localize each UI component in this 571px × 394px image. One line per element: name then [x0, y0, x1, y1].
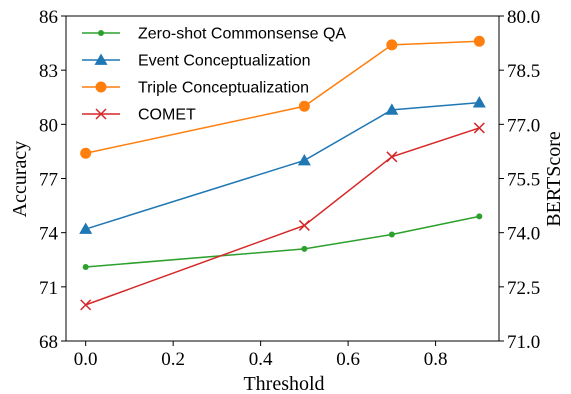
data-point — [298, 219, 310, 231]
data-point — [298, 100, 310, 112]
data-point — [82, 263, 89, 270]
legend-marker — [95, 81, 107, 93]
series-0 — [82, 213, 483, 270]
series-line — [85, 215, 480, 268]
y-tick-label: 68 — [39, 332, 58, 353]
legend-label: Triple Conceptualization — [138, 80, 309, 97]
y2-tick-label: 72.5 — [507, 278, 540, 299]
series-layer — [79, 35, 486, 311]
x-tick-label: 0.8 — [424, 349, 448, 370]
y-tick-label: 80 — [39, 115, 58, 136]
data-point — [79, 222, 93, 234]
y2-tick-label: 75.5 — [507, 170, 540, 191]
data-point — [297, 153, 311, 166]
legend: Zero-shot Commonsense QA Event Conceptual… — [82, 26, 346, 124]
y-tick-label: 77 — [39, 170, 58, 191]
legend-marker — [95, 108, 107, 120]
legend-label: COMET — [138, 107, 196, 124]
y2-tick-label: 80.0 — [507, 7, 540, 28]
x-tick-label: 0.2 — [161, 349, 185, 370]
y-axis-title: Accuracy — [9, 141, 31, 218]
x-tick-label: 0.6 — [336, 349, 360, 370]
series-3 — [80, 122, 485, 311]
legend-entry: Event Conceptualization — [82, 53, 311, 70]
x-tick-label: 0.0 — [74, 349, 98, 370]
data-point — [385, 103, 399, 115]
y-tick-label: 71 — [39, 278, 58, 299]
series-1 — [79, 96, 486, 234]
data-point — [80, 299, 92, 311]
x-axis-title: Threshold — [243, 373, 324, 394]
y2-tick-label: 71.0 — [507, 332, 540, 353]
data-point — [473, 122, 485, 134]
y-tick-label: 86 — [39, 7, 58, 28]
y2-tick-label: 78.5 — [507, 61, 540, 82]
legend-marker — [94, 53, 108, 65]
data-point — [301, 245, 308, 252]
y-tick-label: 83 — [39, 61, 58, 82]
legend-label: Event Conceptualization — [138, 53, 311, 70]
data-point — [472, 96, 486, 108]
series-2 — [80, 35, 485, 159]
data-point — [473, 35, 485, 47]
axes-layer: 0.0 0.2 0.4 0.6 0.8 68 71 74 77 80 83 86 71.0 72.5 74.… — [39, 7, 540, 370]
legend-entry: Zero-shot Commonsense QA — [82, 26, 346, 43]
legend-label: Zero-shot Commonsense QA — [138, 26, 346, 43]
series-line — [85, 127, 480, 306]
y2-tick-label: 77.0 — [507, 115, 540, 136]
legend-marker — [98, 30, 104, 36]
data-point — [386, 39, 398, 51]
legend-entry: COMET — [82, 107, 196, 124]
data-point — [386, 151, 398, 163]
legend-entry: Triple Conceptualization — [82, 80, 309, 97]
y2-tick-label: 74.0 — [507, 224, 540, 245]
series-line — [85, 40, 480, 154]
y-tick-label: 74 — [39, 224, 59, 245]
series-line — [85, 101, 480, 230]
data-point — [80, 147, 92, 159]
x-tick-label: 0.4 — [249, 349, 273, 370]
data-point — [476, 213, 483, 220]
y2-axis-title: BERTScore — [543, 131, 565, 227]
data-point — [388, 231, 395, 238]
